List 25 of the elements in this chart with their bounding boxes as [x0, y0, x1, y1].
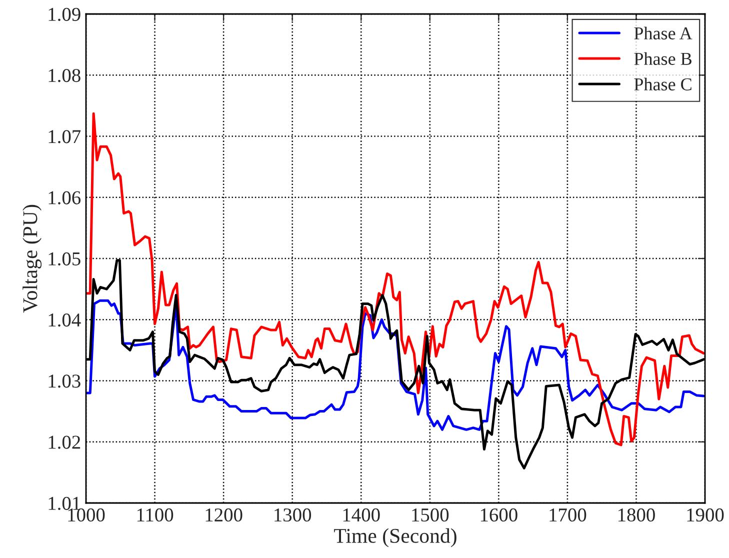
y-tick-label: 1.09 — [48, 8, 80, 22]
x-tick-label: 1400 — [343, 508, 380, 522]
y-axis-title: Voltage (PU) — [22, 204, 42, 313]
legend-label: Phase B — [634, 52, 692, 65]
y-tick-label: 1.08 — [48, 68, 80, 82]
x-tick-label: 1100 — [137, 508, 174, 522]
x-tick-label: 1700 — [550, 508, 586, 522]
legend-label: Phase C — [634, 78, 692, 90]
y-tick-label: 1.05 — [48, 252, 80, 266]
x-tick-label: 1900 — [687, 508, 724, 522]
x-tick-label: 1600 — [480, 508, 518, 522]
x-tick-label: 1800 — [618, 508, 655, 522]
x-axis-title: Time (Second) — [334, 528, 456, 548]
y-tick-label: 1.01 — [48, 496, 80, 510]
legend-label: Phase A — [634, 26, 692, 40]
y-tick-label: 1.07 — [48, 130, 81, 144]
x-tick-label: 1000 — [68, 508, 105, 522]
y-tick-label: 1.02 — [48, 436, 80, 449]
x-tick-label: 1200 — [206, 508, 242, 522]
y-tick-label: 1.04 — [48, 313, 81, 327]
y-tick-label: 1.06 — [48, 191, 81, 204]
x-tick-label: 1500 — [412, 508, 449, 522]
line-series — [86, 112, 705, 446]
x-tick-label: 1300 — [274, 508, 312, 522]
y-tick-label: 1.03 — [48, 374, 80, 388]
